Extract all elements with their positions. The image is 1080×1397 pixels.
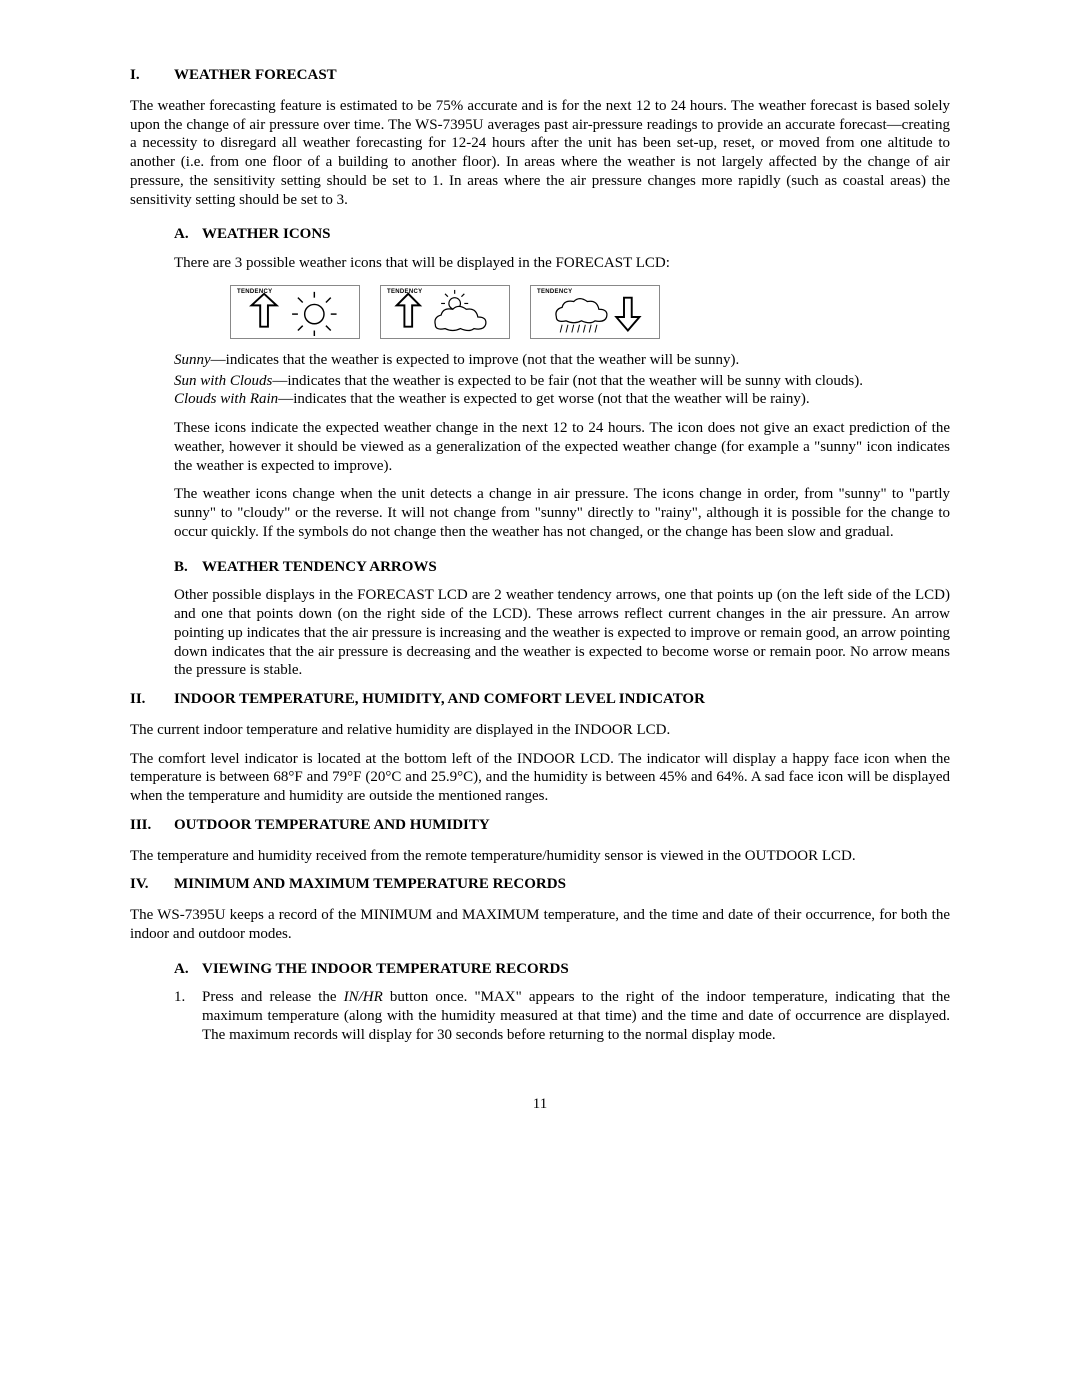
list-body-1: Press and release the IN/HR button once.…: [202, 988, 950, 1044]
section-1b-title: WEATHER TENDENCY ARROWS: [202, 558, 437, 577]
section-4-heading: IV. MINIMUM AND MAXIMUM TEMPERATURE RECO…: [130, 875, 950, 894]
li1-pre: Press and release the: [202, 989, 344, 1005]
def-clouds-rain-rest: —indicates that the weather is expected …: [278, 391, 809, 407]
section-1a-p3: The weather icons change when the unit d…: [174, 485, 950, 541]
section-2-p1: The current indoor temperature and relat…: [130, 721, 950, 740]
li1-btn: IN/HR: [344, 989, 383, 1005]
section-1a-p2: These icons indicate the expected weathe…: [174, 419, 950, 475]
def-sun-clouds-rest: —indicates that the weather is expected …: [272, 373, 863, 389]
tendency-label: TENDENCY: [237, 289, 272, 297]
section-4-p1: The WS-7395U keeps a record of the MINIM…: [130, 906, 950, 944]
weather-icon-rain-box: TENDENCY: [530, 285, 660, 339]
def-sunny-rest: —indicates that the weather is expected …: [211, 352, 740, 368]
section-2-heading: II. INDOOR TEMPERATURE, HUMIDITY, AND CO…: [130, 690, 950, 709]
section-1a-num: A.: [174, 225, 202, 244]
def-sun-clouds-term: Sun with Clouds: [174, 373, 272, 389]
section-4a-item-1: 1. Press and release the IN/HR button on…: [174, 988, 950, 1044]
section-4-num: IV.: [130, 875, 174, 894]
section-4a-heading: A. VIEWING THE INDOOR TEMPERATURE RECORD…: [174, 960, 950, 979]
section-1a-title: WEATHER ICONS: [202, 225, 331, 244]
tendency-label: TENDENCY: [387, 289, 422, 297]
page-number: 11: [130, 1095, 950, 1114]
list-num-1: 1.: [174, 988, 202, 1044]
def-sunny: Sunny—indicates that the weather is expe…: [174, 351, 950, 370]
section-3-p1: The temperature and humidity received fr…: [130, 847, 950, 866]
section-1-title: WEATHER FORECAST: [174, 66, 337, 85]
section-1-heading: I. WEATHER FORECAST: [130, 66, 950, 85]
section-1b-p1: Other possible displays in the FORECAST …: [174, 586, 950, 680]
section-2-title: INDOOR TEMPERATURE, HUMIDITY, AND COMFOR…: [174, 690, 705, 709]
section-2-p2: The comfort level indicator is located a…: [130, 750, 950, 806]
section-3-heading: III. OUTDOOR TEMPERATURE AND HUMIDITY: [130, 816, 950, 835]
section-1a-heading: A. WEATHER ICONS: [174, 225, 950, 244]
section-4a-title: VIEWING THE INDOOR TEMPERATURE RECORDS: [202, 960, 569, 979]
section-1a-p1: There are 3 possible weather icons that …: [174, 254, 950, 273]
section-4a-num: A.: [174, 960, 202, 979]
weather-icon-partly-box: TENDENCY: [380, 285, 510, 339]
weather-icon-sunny-box: TENDENCY: [230, 285, 360, 339]
def-clouds-rain: Clouds with Rain—indicates that the weat…: [174, 390, 950, 409]
section-1-intro: The weather forecasting feature is estim…: [130, 97, 950, 210]
tendency-label: TENDENCY: [537, 289, 572, 297]
section-3-title: OUTDOOR TEMPERATURE AND HUMIDITY: [174, 816, 490, 835]
section-2-num: II.: [130, 690, 174, 709]
section-1b-num: B.: [174, 558, 202, 577]
def-clouds-rain-term: Clouds with Rain: [174, 391, 278, 407]
section-1-num: I.: [130, 66, 174, 85]
weather-icon-row: TENDENCY TENDENCY: [230, 285, 950, 339]
section-1b-heading: B. WEATHER TENDENCY ARROWS: [174, 558, 950, 577]
section-4-title: MINIMUM AND MAXIMUM TEMPERATURE RECORDS: [174, 875, 566, 894]
def-sun-clouds: Sun with Clouds—indicates that the weath…: [174, 372, 950, 391]
def-sunny-term: Sunny: [174, 352, 211, 368]
section-3-num: III.: [130, 816, 174, 835]
